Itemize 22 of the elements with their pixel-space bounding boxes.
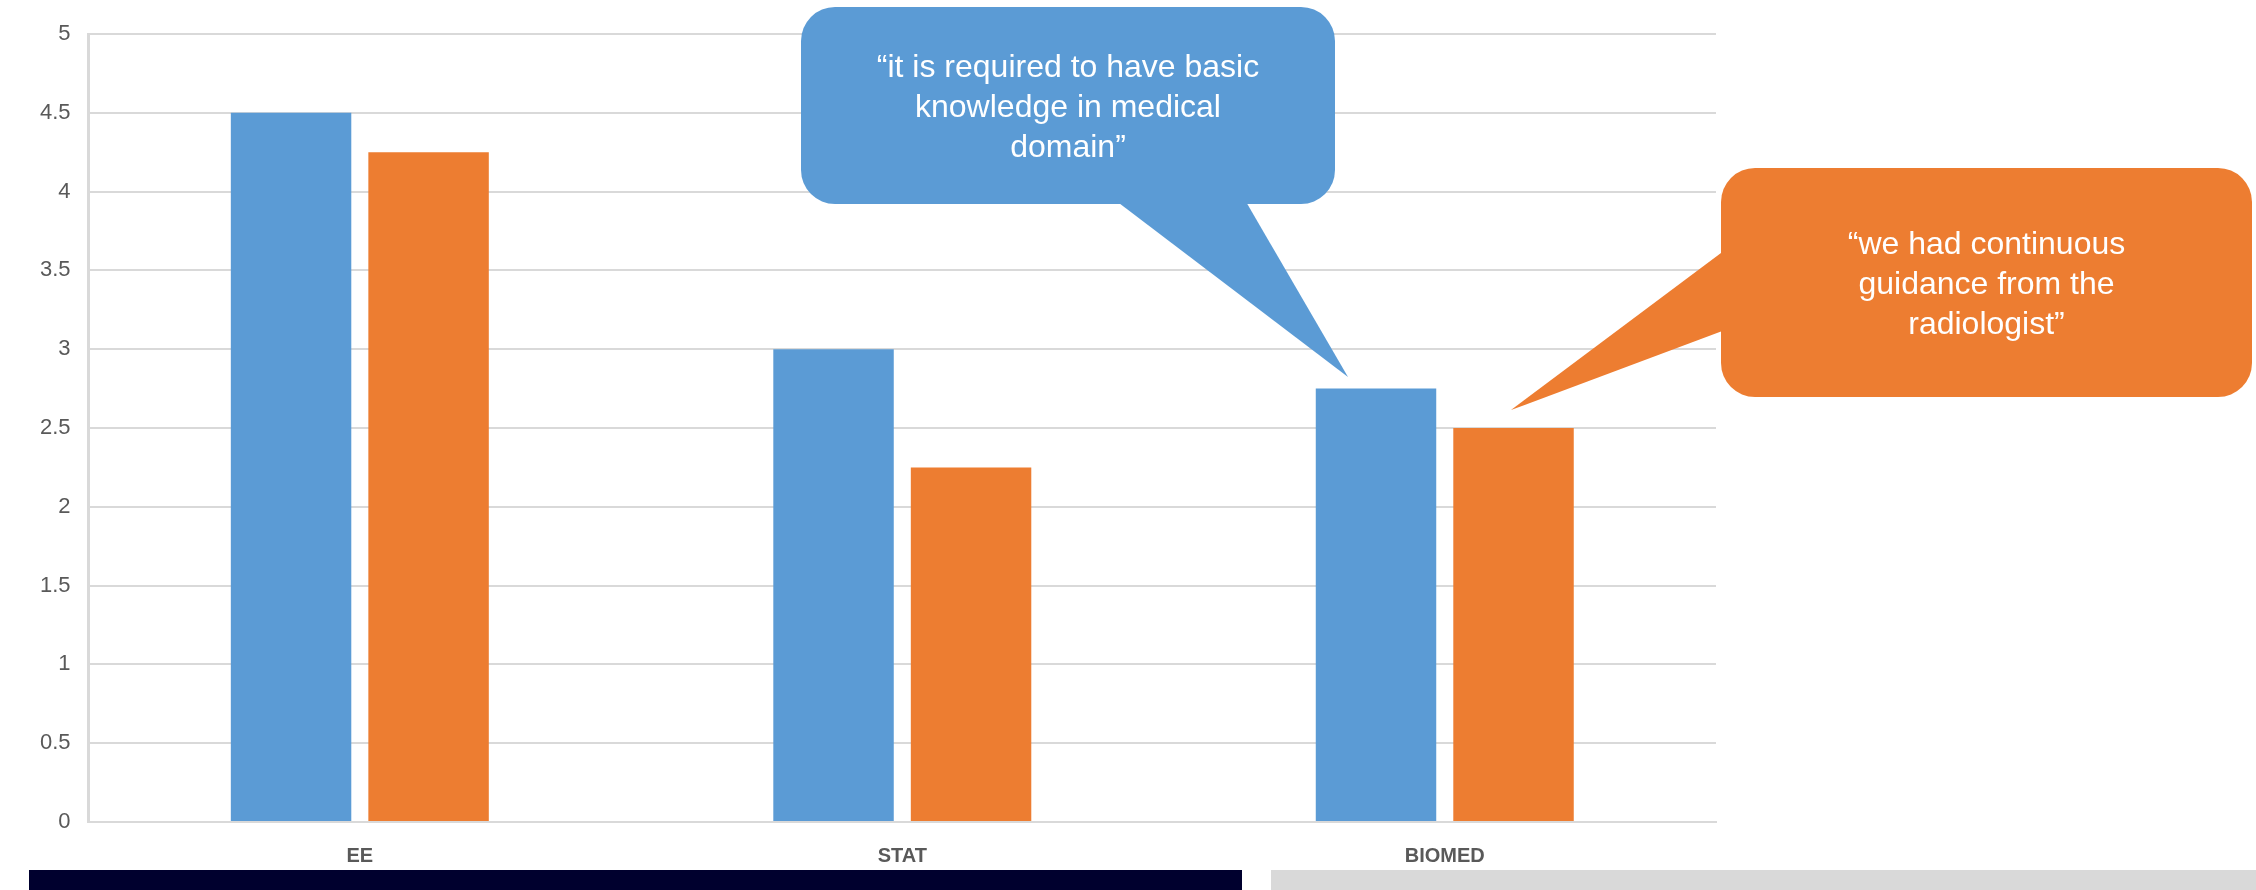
- x-tick-label: EE: [346, 843, 374, 866]
- y-tick-label: 2: [58, 492, 71, 518]
- y-tick-label: 2.5: [39, 414, 71, 440]
- x-tick-label: STAT: [877, 843, 927, 866]
- y-tick-label: 4.5: [39, 98, 71, 124]
- bar: [368, 152, 489, 821]
- y-tick-label: 1: [58, 650, 71, 676]
- bar: [230, 112, 352, 821]
- bar: [773, 349, 894, 821]
- y-tick-label: 5: [58, 20, 71, 46]
- y-tick-label: 0.5: [39, 729, 71, 755]
- annotation: “it is required to have basic knowledge in medical domain”: [875, 46, 1261, 166]
- bar: [1453, 428, 1574, 821]
- x-tick-label: BIOMED: [1404, 843, 1485, 866]
- y-tick-label: 3: [58, 335, 71, 361]
- y-tick-label: 4: [58, 177, 71, 203]
- y-tick-label: 3.5: [39, 256, 71, 282]
- y-tick-label: 0: [58, 808, 71, 834]
- y-tick-label: 1.5: [39, 571, 71, 597]
- bar: [1315, 388, 1437, 821]
- text: “we had continuous guidance from the radiologist”: [1846, 223, 2127, 343]
- bar: [910, 467, 1032, 821]
